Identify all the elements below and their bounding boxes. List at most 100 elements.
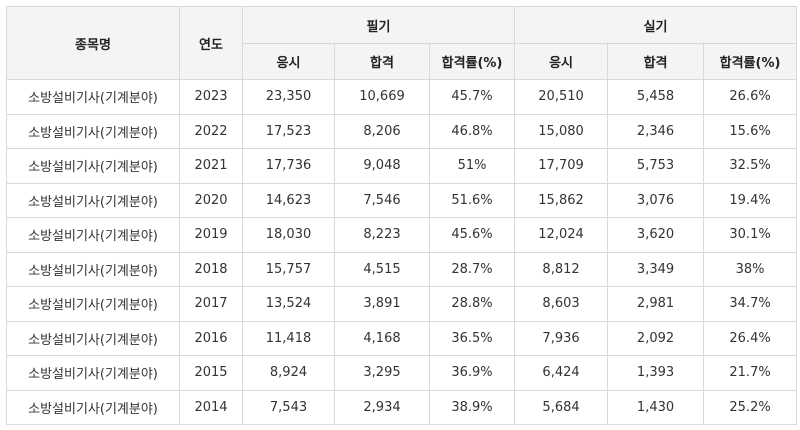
cell-year: 2019	[179, 217, 243, 253]
table-body: 소방설비기사(기계분야) 2023 23,350 10,669 45.7% 20…	[6, 79, 798, 425]
cell-written-rate: 38.9%	[428, 389, 516, 425]
cell-practical-passed: 3,349	[607, 251, 705, 287]
cell-practical-applicants: 20,510	[514, 79, 609, 115]
cell-written-applicants: 17,523	[242, 113, 335, 149]
table-row: 소방설비기사(기계분야) 2022 17,523 8,206 46.8% 15,…	[6, 113, 798, 149]
cell-practical-rate: 32.5%	[703, 148, 798, 184]
cell-practical-passed: 5,753	[607, 148, 705, 184]
cell-practical-applicants: 5,684	[514, 389, 609, 425]
col-group-written: 필기	[241, 6, 516, 44]
cell-written-passed: 8,206	[334, 113, 430, 149]
cell-written-rate: 51.6%	[428, 182, 516, 218]
col-header-written-passed: 합격	[334, 43, 430, 80]
cell-practical-rate: 19.4%	[703, 182, 798, 218]
cell-year: 2023	[179, 79, 243, 115]
col-group-practical: 실기	[514, 6, 798, 44]
col-header-practical-applicants: 응시	[514, 43, 609, 80]
cell-practical-passed: 3,620	[607, 217, 705, 253]
cell-written-applicants: 7,543	[242, 389, 335, 425]
cell-written-passed: 2,934	[334, 389, 430, 425]
cell-practical-rate: 25.2%	[703, 389, 798, 425]
cell-practical-rate: 38%	[703, 251, 798, 287]
cell-year: 2022	[179, 113, 243, 149]
cell-written-applicants: 18,030	[242, 217, 335, 253]
cell-written-rate: 36.9%	[428, 355, 516, 391]
cell-practical-passed: 2,346	[607, 113, 705, 149]
cell-item: 소방설비기사(기계분야)	[6, 182, 180, 218]
cell-practical-passed: 1,430	[607, 389, 705, 425]
col-header-practical-rate: 합격률(%)	[703, 43, 798, 80]
cell-practical-applicants: 6,424	[514, 355, 609, 391]
cell-written-applicants: 15,757	[242, 251, 335, 287]
cell-practical-rate: 15.6%	[703, 113, 798, 149]
cell-item: 소방설비기사(기계분야)	[6, 389, 180, 425]
cell-practical-applicants: 7,936	[514, 320, 609, 356]
cell-practical-passed: 1,393	[607, 355, 705, 391]
col-header-written-rate: 합격률(%)	[428, 43, 516, 80]
cell-practical-rate: 26.4%	[703, 320, 798, 356]
table-row: 소방설비기사(기계분야) 2021 17,736 9,048 51% 17,70…	[6, 148, 798, 184]
cell-practical-applicants: 15,080	[514, 113, 609, 149]
cell-written-passed: 4,168	[334, 320, 430, 356]
cell-item: 소방설비기사(기계분야)	[6, 355, 180, 391]
cell-item: 소방설비기사(기계분야)	[6, 320, 180, 356]
table-row: 소방설비기사(기계분야) 2019 18,030 8,223 45.6% 12,…	[6, 217, 798, 253]
cell-item: 소방설비기사(기계분야)	[6, 251, 180, 287]
col-header-practical-passed: 합격	[607, 43, 705, 80]
cell-year: 2015	[179, 355, 243, 391]
cell-practical-passed: 5,458	[607, 79, 705, 115]
table-row: 소방설비기사(기계분야) 2014 7,543 2,934 38.9% 5,68…	[6, 389, 798, 425]
cell-written-rate: 36.5%	[428, 320, 516, 356]
cell-written-applicants: 8,924	[242, 355, 335, 391]
cell-written-passed: 3,891	[334, 286, 430, 322]
cell-written-passed: 7,546	[334, 182, 430, 218]
cell-year: 2017	[179, 286, 243, 322]
cell-written-rate: 46.8%	[428, 113, 516, 149]
cell-written-applicants: 11,418	[242, 320, 335, 356]
cell-item: 소방설비기사(기계분야)	[6, 148, 180, 184]
cell-written-passed: 9,048	[334, 148, 430, 184]
cell-practical-passed: 3,076	[607, 182, 705, 218]
cell-year: 2014	[179, 389, 243, 425]
cell-practical-rate: 21.7%	[703, 355, 798, 391]
cell-item: 소방설비기사(기계분야)	[6, 79, 180, 115]
cell-written-applicants: 13,524	[242, 286, 335, 322]
cell-practical-applicants: 8,603	[514, 286, 609, 322]
cell-written-applicants: 17,736	[242, 148, 335, 184]
cell-written-applicants: 14,623	[242, 182, 335, 218]
table-row: 소방설비기사(기계분야) 2015 8,924 3,295 36.9% 6,42…	[6, 355, 798, 391]
cell-year: 2016	[179, 320, 243, 356]
cell-written-rate: 51%	[428, 148, 516, 184]
cell-written-passed: 3,295	[334, 355, 430, 391]
cell-written-rate: 45.7%	[428, 79, 516, 115]
cell-written-rate: 28.7%	[428, 251, 516, 287]
table-header: 종목명 연도 필기 실기 응시 합격 합격률(%) 응시 합격 합격률(%)	[6, 6, 798, 80]
cell-practical-rate: 26.6%	[703, 79, 798, 115]
cell-year: 2020	[179, 182, 243, 218]
cell-practical-rate: 30.1%	[703, 217, 798, 253]
cell-written-passed: 8,223	[334, 217, 430, 253]
cell-practical-applicants: 15,862	[514, 182, 609, 218]
table-row: 소방설비기사(기계분야) 2017 13,524 3,891 28.8% 8,6…	[6, 286, 798, 322]
cell-item: 소방설비기사(기계분야)	[6, 113, 180, 149]
col-header-written-applicants: 응시	[242, 43, 335, 80]
cell-year: 2018	[179, 251, 243, 287]
cell-practical-passed: 2,981	[607, 286, 705, 322]
table-row: 소방설비기사(기계분야) 2016 11,418 4,168 36.5% 7,9…	[6, 320, 798, 356]
cell-practical-applicants: 17,709	[514, 148, 609, 184]
cell-item: 소방설비기사(기계분야)	[6, 286, 180, 322]
cell-practical-rate: 34.7%	[703, 286, 798, 322]
table-row: 소방설비기사(기계분야) 2020 14,623 7,546 51.6% 15,…	[6, 182, 798, 218]
cell-practical-applicants: 12,024	[514, 217, 609, 253]
cell-practical-applicants: 8,812	[514, 251, 609, 287]
cell-year: 2021	[179, 148, 243, 184]
cell-written-applicants: 23,350	[242, 79, 335, 115]
cell-written-rate: 45.6%	[428, 217, 516, 253]
cell-written-passed: 4,515	[334, 251, 430, 287]
cell-written-passed: 10,669	[334, 79, 430, 115]
cell-written-rate: 28.8%	[428, 286, 516, 322]
pass-rate-table: 종목명 연도 필기 실기 응시 합격 합격률(%) 응시 합격 합격률(%) 소…	[6, 6, 798, 425]
table-row: 소방설비기사(기계분야) 2023 23,350 10,669 45.7% 20…	[6, 79, 798, 115]
table-row: 소방설비기사(기계분야) 2018 15,757 4,515 28.7% 8,8…	[6, 251, 798, 287]
col-header-year: 연도	[179, 6, 243, 80]
